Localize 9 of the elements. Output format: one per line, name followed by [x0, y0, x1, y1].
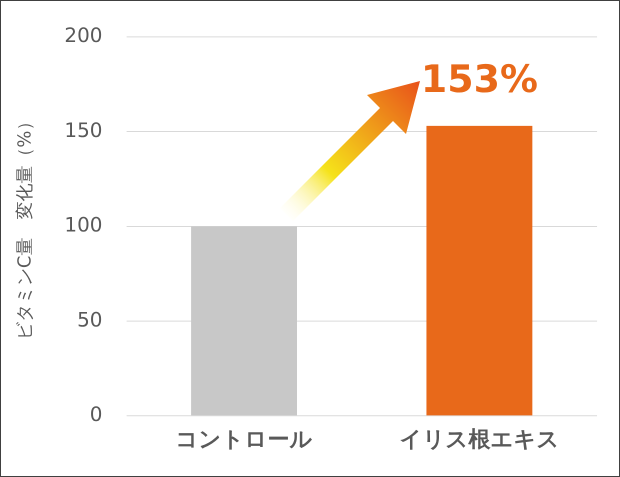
x-tick-label: コントロール: [176, 428, 313, 453]
y-axis-title: ビタミンC量 変化量（%）: [14, 112, 36, 340]
annotation: 153%: [420, 56, 538, 101]
y-tick-label: 200: [64, 24, 102, 48]
y-tick-label: 0: [90, 403, 102, 426]
x-tick-label: イリス根エキス: [399, 428, 560, 453]
y-tick-label: 150: [64, 118, 102, 142]
y-tick-label: 50: [77, 308, 102, 332]
y-tick-label: 100: [64, 214, 102, 237]
